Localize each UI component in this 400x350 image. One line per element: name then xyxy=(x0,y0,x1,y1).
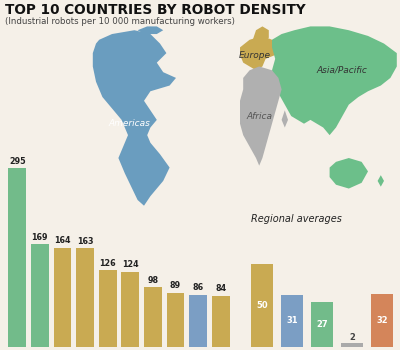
Polygon shape xyxy=(378,175,384,187)
Text: ASIA/PACIFIC: ASIA/PACIFIC xyxy=(317,349,322,350)
Text: Regional averages: Regional averages xyxy=(251,214,342,224)
Bar xyxy=(54,247,71,346)
Text: 295: 295 xyxy=(9,157,26,166)
Bar xyxy=(76,248,94,346)
Text: 98: 98 xyxy=(147,276,158,285)
Text: 163: 163 xyxy=(77,237,93,246)
Bar xyxy=(281,295,303,346)
Text: 169: 169 xyxy=(32,233,48,242)
Text: 164: 164 xyxy=(54,236,71,245)
Text: 27: 27 xyxy=(316,320,328,329)
Bar xyxy=(311,302,333,346)
Bar xyxy=(8,168,26,346)
Text: AMERICAS: AMERICAS xyxy=(287,349,292,350)
Bar xyxy=(99,271,116,346)
Bar xyxy=(167,293,184,346)
Bar xyxy=(212,296,230,346)
Text: Africa: Africa xyxy=(246,112,272,120)
Polygon shape xyxy=(282,110,288,127)
Polygon shape xyxy=(240,66,282,166)
Text: 86: 86 xyxy=(192,283,204,292)
Bar xyxy=(144,287,162,346)
Text: Asia/Pacific: Asia/Pacific xyxy=(317,66,368,75)
Text: 32: 32 xyxy=(376,316,388,325)
Polygon shape xyxy=(272,26,397,135)
Text: 2: 2 xyxy=(349,334,355,342)
Bar xyxy=(371,294,393,346)
Polygon shape xyxy=(253,26,269,40)
Bar xyxy=(189,295,207,346)
Polygon shape xyxy=(330,158,368,189)
Bar xyxy=(31,245,49,346)
Polygon shape xyxy=(240,36,278,70)
Text: 124: 124 xyxy=(122,260,139,269)
Text: TOP 10 COUNTRIES BY ROBOT DENSITY: TOP 10 COUNTRIES BY ROBOT DENSITY xyxy=(5,3,306,17)
Text: 50: 50 xyxy=(256,301,268,310)
Polygon shape xyxy=(93,30,176,206)
Text: 84: 84 xyxy=(215,285,226,293)
Bar xyxy=(341,343,363,346)
Text: AFRICA: AFRICA xyxy=(347,349,352,350)
Text: Europe: Europe xyxy=(238,50,270,60)
Bar xyxy=(251,264,273,346)
Bar xyxy=(122,272,139,346)
Text: Americas: Americas xyxy=(109,119,150,128)
Text: 89: 89 xyxy=(170,281,181,290)
Text: 126: 126 xyxy=(99,259,116,268)
Text: 31: 31 xyxy=(286,316,298,326)
Text: EUROPE: EUROPE xyxy=(257,349,262,350)
Text: WORLD: WORLD xyxy=(377,349,382,350)
Polygon shape xyxy=(362,57,371,68)
Text: (Industrial robots per 10 000 manufacturing workers): (Industrial robots per 10 000 manufactur… xyxy=(5,17,235,26)
Polygon shape xyxy=(138,26,163,34)
